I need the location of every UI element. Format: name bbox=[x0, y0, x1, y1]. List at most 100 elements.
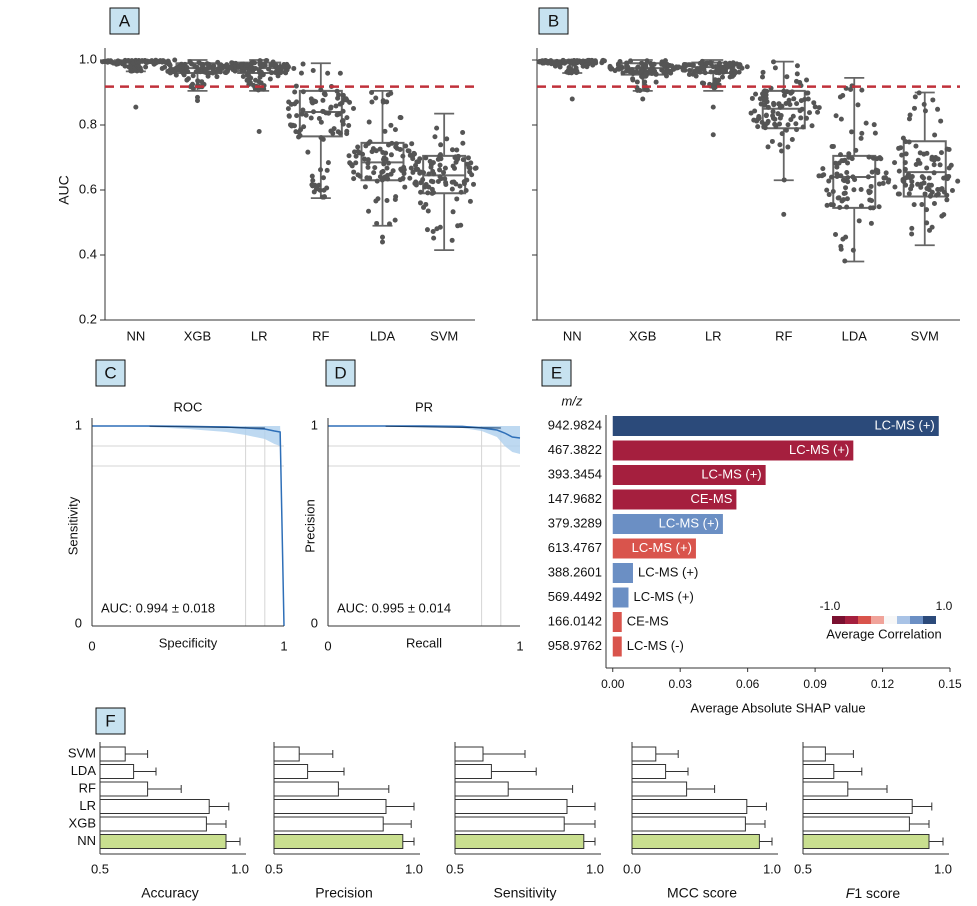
swarm-point bbox=[869, 169, 875, 175]
swarm-point bbox=[187, 59, 193, 65]
swarm-point bbox=[320, 97, 326, 103]
swarm-point bbox=[770, 109, 776, 115]
metric-bar bbox=[273, 834, 404, 849]
swarm-point bbox=[824, 187, 830, 193]
swarm-point bbox=[669, 63, 675, 69]
swarm-point bbox=[865, 174, 871, 180]
swarm-point bbox=[585, 57, 591, 63]
swarm-point bbox=[420, 177, 426, 183]
swarm-point bbox=[833, 113, 839, 119]
swarm-point bbox=[922, 108, 928, 114]
box-svm bbox=[892, 90, 961, 247]
swarm-point bbox=[210, 66, 216, 72]
x-axis-label: Accuracy bbox=[141, 885, 199, 901]
swarm-point bbox=[851, 187, 857, 193]
swarm-point bbox=[909, 179, 915, 185]
swarm-point bbox=[365, 160, 371, 166]
swarm-point bbox=[693, 68, 699, 74]
swarm-point bbox=[908, 186, 914, 192]
swarm-point bbox=[301, 124, 307, 130]
metric-subplot bbox=[99, 742, 246, 855]
metric-bar bbox=[802, 746, 826, 762]
swarm-point bbox=[185, 69, 191, 75]
bar-label: LC-MS (+) bbox=[632, 540, 692, 555]
metric-subplot bbox=[454, 742, 601, 855]
swarm-point bbox=[388, 152, 394, 158]
shap-bar bbox=[612, 489, 737, 510]
swarm-point bbox=[909, 231, 915, 237]
swarm-point bbox=[845, 175, 851, 181]
swarm-point bbox=[432, 134, 438, 140]
swarm-point bbox=[320, 108, 326, 114]
swarm-point bbox=[870, 205, 876, 211]
colorbar-min-label: -1.0 bbox=[820, 599, 841, 613]
outlier-point bbox=[195, 94, 200, 100]
swarm-point bbox=[771, 59, 777, 65]
swarm-point bbox=[442, 176, 448, 182]
swarm-point bbox=[835, 195, 841, 201]
swarm-point bbox=[849, 156, 855, 162]
swarm-point bbox=[917, 150, 923, 156]
swarm-point bbox=[838, 243, 844, 249]
swarm-point bbox=[320, 136, 326, 142]
swarm-point bbox=[720, 68, 726, 74]
swarm-point bbox=[457, 183, 463, 189]
swarm-point bbox=[299, 111, 305, 117]
swarm-point bbox=[634, 79, 640, 85]
model-label: NN bbox=[77, 833, 96, 848]
swarm-point bbox=[898, 145, 904, 151]
feature-mz-label: 942.9824 bbox=[548, 417, 602, 432]
swarm-point bbox=[711, 85, 717, 91]
swarm-point bbox=[318, 87, 324, 93]
metric-bar bbox=[454, 764, 492, 779]
swarm-point bbox=[407, 175, 413, 181]
colorbar-cell bbox=[923, 616, 936, 624]
swarm-point bbox=[379, 169, 385, 175]
feature-mz-label: 569.4492 bbox=[548, 589, 602, 604]
swarm-point bbox=[467, 198, 473, 204]
swarm-point bbox=[344, 128, 350, 134]
swarm-point bbox=[625, 64, 631, 70]
swarm-point bbox=[930, 97, 936, 103]
swarm-point bbox=[794, 101, 800, 107]
swarm-point bbox=[422, 184, 428, 190]
swarm-point bbox=[700, 61, 706, 67]
swarm-point bbox=[868, 220, 874, 226]
swarm-point bbox=[268, 62, 274, 68]
swarm-point bbox=[757, 96, 763, 102]
x-axis-label: Recall bbox=[406, 635, 442, 650]
swarm-point bbox=[866, 188, 872, 194]
swarm-point bbox=[785, 144, 791, 150]
y-tick-label: 1 bbox=[311, 417, 318, 432]
swarm-point bbox=[938, 150, 944, 156]
swarm-point bbox=[180, 70, 186, 76]
swarm-point bbox=[569, 58, 575, 64]
swarm-point bbox=[165, 68, 171, 74]
swarm-point bbox=[892, 160, 898, 166]
x-tick-label: 1.0 bbox=[231, 861, 249, 876]
swarm-point bbox=[346, 123, 352, 129]
swarm-point bbox=[424, 227, 430, 233]
swarm-point bbox=[779, 148, 785, 154]
swarm-point bbox=[377, 174, 383, 180]
feature-mz-label: 393.3454 bbox=[548, 466, 602, 481]
panel-label: C bbox=[104, 363, 116, 382]
swarm-point bbox=[765, 144, 771, 150]
swarm-point bbox=[843, 185, 849, 191]
outlier-point bbox=[710, 132, 716, 138]
swarm-point bbox=[321, 187, 327, 193]
swarm-point bbox=[632, 69, 638, 75]
swarm-point bbox=[154, 58, 160, 64]
swarm-point bbox=[755, 124, 761, 130]
swarm-point bbox=[902, 160, 908, 166]
swarm-point bbox=[311, 109, 317, 115]
swarm-point bbox=[460, 129, 466, 135]
swarm-point bbox=[924, 150, 930, 156]
swarm-point bbox=[317, 187, 323, 193]
swarm-point bbox=[932, 132, 938, 138]
colorbar-cell bbox=[871, 616, 884, 624]
x-tick-label: 1 bbox=[280, 638, 287, 653]
swarm-point bbox=[934, 192, 940, 198]
swarm-point bbox=[195, 78, 201, 84]
swarm-point bbox=[353, 153, 359, 159]
